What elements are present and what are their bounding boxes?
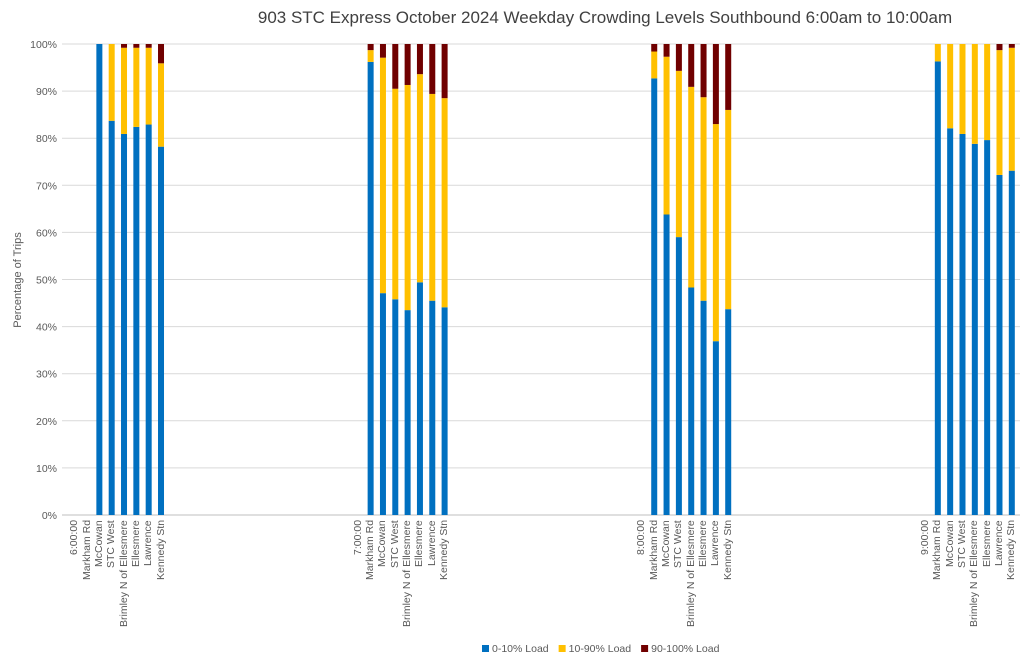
- legend-label: 0-10% Load: [492, 643, 549, 655]
- bar-segment-1: [133, 47, 140, 127]
- bar-segment-0: [971, 143, 978, 516]
- bar-segment-2: [367, 44, 374, 51]
- bar-segment-2: [416, 44, 423, 75]
- bar-segment-0: [392, 299, 399, 515]
- bar-segment-0: [651, 78, 658, 516]
- bar-segment-2: [725, 44, 732, 110]
- bars: [96, 44, 1015, 516]
- bar-segment-1: [959, 44, 966, 134]
- bar-segment-2: [1008, 44, 1015, 48]
- bar-segment-0: [663, 214, 670, 515]
- y-tick-label: 30%: [36, 369, 57, 381]
- bar-segment-2: [441, 44, 448, 99]
- bar-segment-2: [404, 44, 411, 85]
- legend-swatch: [558, 645, 566, 652]
- bar-segment-0: [96, 44, 103, 515]
- bar-segment-0: [959, 133, 966, 515]
- legend: 0-10% Load 10-90% Load 90-100% Load: [482, 643, 720, 655]
- bar-segment-0: [934, 61, 941, 515]
- bar-segment-2: [675, 44, 682, 71]
- bar-segment-1: [379, 57, 386, 294]
- bar-segment-0: [996, 174, 1003, 516]
- bar-segment-1: [725, 109, 732, 310]
- y-tick-label: 80%: [36, 133, 57, 145]
- bar-segment-0: [675, 237, 682, 516]
- y-tick-label: 60%: [36, 227, 57, 239]
- bar-segment-0: [984, 140, 991, 516]
- bar-segment-0: [158, 146, 165, 516]
- bar-segment-1: [121, 47, 128, 134]
- bar-segment-1: [663, 56, 670, 215]
- bar-segment-0: [700, 300, 707, 515]
- bar-segment-1: [688, 86, 695, 288]
- y-tick-label: 0%: [42, 510, 57, 522]
- bar-segment-0: [725, 309, 732, 515]
- bar-segment-2: [379, 44, 386, 58]
- bar-segment-2: [700, 44, 707, 98]
- bar-segment-1: [158, 63, 165, 147]
- legend-swatch: [641, 645, 649, 652]
- bar-segment-2: [133, 44, 140, 48]
- chart-title: 903 STC Express October 2024 Weekday Cro…: [258, 8, 952, 27]
- y-axis-label: Percentage of Trips: [12, 232, 24, 328]
- bar-segment-1: [392, 88, 399, 300]
- bar-segment-1: [700, 97, 707, 301]
- bar-segment-2: [663, 44, 670, 57]
- bar-segment-2: [712, 44, 719, 125]
- bar-segment-0: [145, 124, 152, 515]
- bar-segment-2: [429, 44, 436, 94]
- bar-segment-0: [133, 126, 140, 515]
- y-tick-label: 70%: [36, 180, 57, 192]
- y-tick-label: 10%: [36, 463, 57, 475]
- y-tick-label: 100%: [30, 39, 57, 51]
- bar-segment-1: [947, 44, 954, 129]
- bar-segment-0: [429, 300, 436, 515]
- bar-segment-2: [158, 44, 165, 64]
- bar-segment-1: [934, 44, 941, 62]
- bar-segment-0: [108, 120, 115, 515]
- bar-segment-0: [947, 128, 954, 515]
- bar-segment-2: [121, 44, 128, 48]
- legend-label: 90-100% Load: [651, 643, 719, 655]
- gridlines: [62, 43, 1020, 516]
- bar-segment-1: [651, 51, 658, 79]
- bar-segment-0: [441, 307, 448, 515]
- legend-swatch: [482, 645, 489, 652]
- bar-segment-0: [1008, 170, 1015, 515]
- bar-segment-1: [675, 70, 682, 238]
- bar-segment-2: [651, 44, 658, 52]
- bar-segment-1: [971, 44, 978, 144]
- y-tick-labels: 0% 10% 20% 30% 40% 50% 60% 70% 80% 90% 100%: [30, 39, 57, 522]
- bar-segment-0: [121, 133, 128, 515]
- bar-segment-0: [712, 341, 719, 515]
- bar-segment-0: [416, 282, 423, 515]
- y-tick-label: 40%: [36, 322, 57, 334]
- legend-label: 10-90% Load: [569, 643, 632, 655]
- bar-segment-1: [712, 124, 719, 342]
- y-tick-label: 50%: [36, 275, 57, 287]
- bar-segment-1: [429, 93, 436, 301]
- bar-segment-2: [145, 44, 152, 48]
- bar-segment-0: [367, 61, 374, 515]
- bar-segment-1: [1008, 47, 1015, 171]
- bar-segment-1: [416, 74, 423, 283]
- bar-segment-1: [441, 98, 448, 308]
- bar-segment-2: [392, 44, 399, 89]
- bar-segment-0: [379, 293, 386, 515]
- bar-segment-1: [996, 50, 1003, 175]
- bar-segment-1: [404, 84, 411, 311]
- bar-segment-1: [984, 44, 991, 141]
- bar-segment-1: [145, 47, 152, 125]
- y-tick-label: 20%: [36, 416, 57, 428]
- bar-segment-0: [688, 287, 695, 515]
- y-tick-label: 90%: [36, 86, 57, 98]
- bar-segment-0: [404, 310, 411, 515]
- bar-segment-1: [367, 50, 374, 62]
- bar-segment-2: [996, 44, 1003, 51]
- bar-segment-2: [688, 44, 695, 87]
- bar-segment-1: [108, 44, 115, 121]
